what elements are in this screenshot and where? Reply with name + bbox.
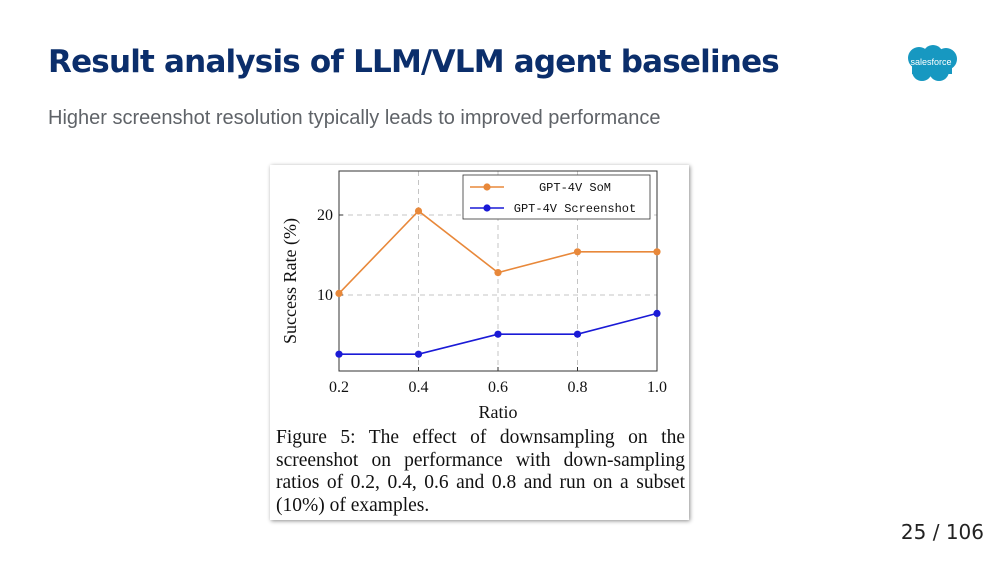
salesforce-logo: salesforce: [902, 44, 960, 84]
x-tick-label: 1.0: [647, 379, 667, 396]
legend-label: GPT-4V SoM: [539, 181, 611, 195]
figure-caption: Figure 5: The effect of downsampling on …: [276, 427, 685, 516]
page-number: 25 / 106: [900, 520, 984, 544]
data-point: [573, 248, 582, 256]
legend: GPT-4V SoM GPT-4V Screenshot: [462, 174, 651, 220]
x-tick-label: 0.6: [488, 379, 508, 396]
axis-ticks: 0.2 0.4 0.6 0.8 1.0 10 20: [317, 207, 667, 396]
x-tick-label: 0.2: [329, 379, 349, 396]
logo-text: salesforce: [910, 57, 952, 67]
data-point: [653, 248, 661, 256]
legend-box: [462, 174, 651, 220]
data-point: [335, 350, 343, 358]
legend-label: GPT-4V Screenshot: [514, 202, 636, 216]
data-point: [335, 289, 343, 297]
x-tick-label: 0.8: [568, 379, 588, 396]
data-point: [414, 350, 423, 358]
x-axis-label: Ratio: [479, 402, 518, 422]
y-tick-label: 20: [317, 207, 333, 224]
data-point: [494, 269, 502, 277]
series-lines: [335, 207, 661, 358]
data-point: [653, 309, 661, 317]
cloud-icon: [908, 45, 957, 81]
data-point: [494, 330, 502, 338]
y-axis-label: Success Rate (%): [280, 218, 301, 344]
data-point: [573, 330, 582, 338]
slide-title: Result analysis of LLM/VLM agent baselin…: [48, 44, 780, 80]
figure-5: 0.2 0.4 0.6 0.8 1.0 10 20 Ratio Success Rate (…: [270, 165, 689, 520]
legend-marker: [483, 204, 491, 212]
y-tick-label: 10: [317, 287, 333, 304]
legend-marker: [483, 183, 491, 191]
x-tick-label: 0.4: [409, 379, 429, 396]
slide-subtitle: Higher screenshot resolution typically l…: [48, 107, 661, 129]
data-point: [414, 207, 423, 215]
line-chart: 0.2 0.4 0.6 0.8 1.0 10 20 Ratio Success Rate (…: [280, 170, 667, 422]
